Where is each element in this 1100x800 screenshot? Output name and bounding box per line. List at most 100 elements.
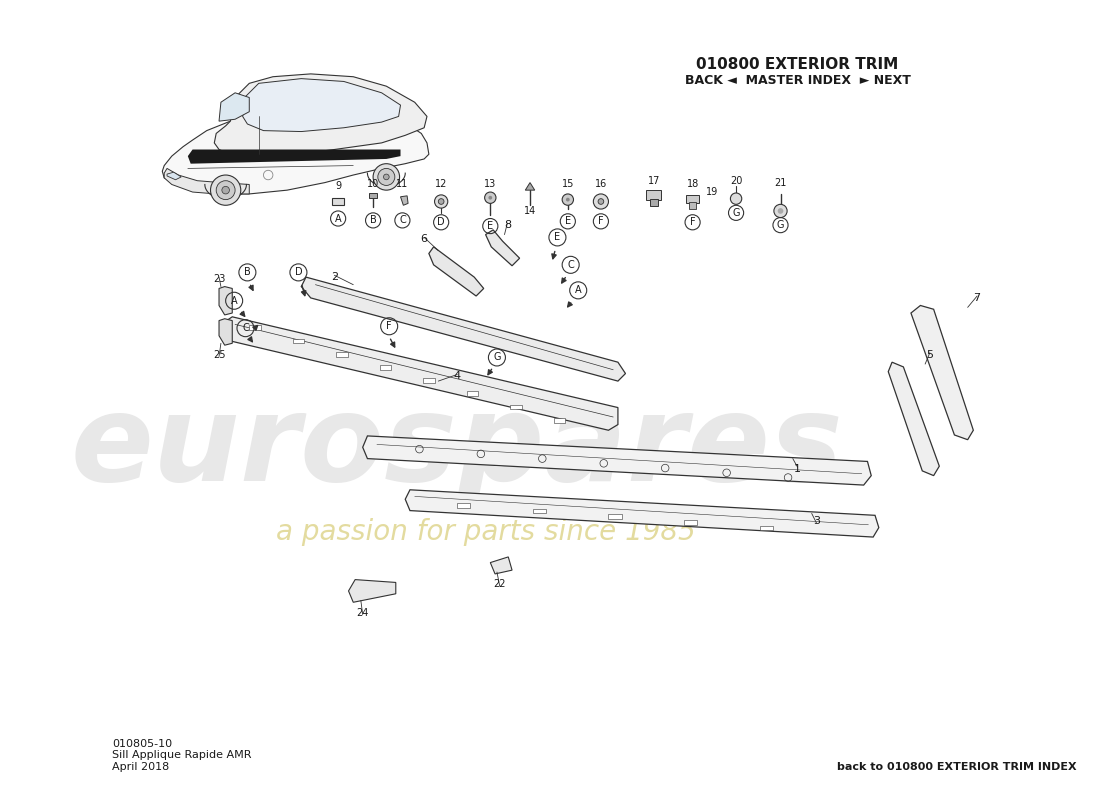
Circle shape	[488, 196, 492, 200]
Bar	[370, 193, 377, 198]
Circle shape	[438, 198, 444, 204]
Polygon shape	[219, 318, 232, 345]
Text: 24: 24	[356, 608, 369, 618]
Text: 17: 17	[648, 176, 660, 186]
Polygon shape	[163, 117, 429, 194]
Circle shape	[434, 195, 448, 208]
Polygon shape	[219, 286, 232, 315]
Text: 8: 8	[504, 220, 510, 230]
Text: 18: 18	[686, 179, 698, 190]
Polygon shape	[301, 277, 626, 381]
Polygon shape	[491, 557, 513, 574]
Circle shape	[373, 164, 399, 190]
Text: 4: 4	[453, 371, 461, 382]
Text: E: E	[554, 233, 561, 242]
Text: 22: 22	[494, 579, 506, 590]
Text: 7: 7	[974, 293, 981, 303]
Polygon shape	[405, 490, 879, 537]
Polygon shape	[188, 150, 400, 164]
Polygon shape	[400, 196, 408, 206]
Text: 3: 3	[813, 516, 820, 526]
Text: G: G	[493, 353, 500, 362]
Bar	[466, 391, 478, 396]
Circle shape	[217, 181, 235, 200]
Bar	[686, 195, 700, 203]
Polygon shape	[219, 93, 250, 121]
Bar	[689, 202, 696, 209]
Polygon shape	[243, 78, 400, 131]
Text: 20: 20	[730, 176, 743, 186]
Bar	[760, 526, 773, 530]
Text: A: A	[575, 286, 582, 295]
Text: 2: 2	[331, 272, 338, 282]
Circle shape	[774, 204, 788, 218]
Text: 010800 EXTERIOR TRIM: 010800 EXTERIOR TRIM	[696, 57, 899, 72]
Text: D: D	[295, 267, 302, 278]
Text: G: G	[733, 208, 740, 218]
Text: A: A	[334, 214, 341, 223]
Bar	[337, 352, 348, 357]
Text: 9: 9	[336, 182, 341, 191]
Bar	[332, 198, 344, 206]
Polygon shape	[349, 579, 396, 602]
Text: 12: 12	[434, 179, 448, 190]
Circle shape	[730, 193, 741, 204]
Text: April 2018: April 2018	[112, 762, 169, 772]
Polygon shape	[911, 306, 974, 440]
Bar	[532, 509, 546, 514]
Text: F: F	[386, 322, 392, 331]
Text: 19: 19	[706, 187, 718, 197]
Text: a passion for parts since 1985: a passion for parts since 1985	[276, 518, 695, 546]
Text: 10: 10	[367, 179, 380, 190]
Polygon shape	[214, 74, 427, 156]
Polygon shape	[485, 230, 519, 266]
Bar	[684, 520, 697, 525]
Circle shape	[778, 208, 783, 214]
Text: F: F	[690, 218, 695, 227]
Bar	[608, 514, 622, 519]
Circle shape	[562, 194, 573, 206]
Text: 23: 23	[212, 274, 226, 284]
Text: 010805-10: 010805-10	[112, 739, 173, 749]
Text: B: B	[244, 267, 251, 278]
Bar	[424, 378, 434, 383]
Circle shape	[210, 175, 241, 206]
Text: 13: 13	[484, 179, 496, 190]
Bar	[510, 405, 521, 410]
Text: C: C	[568, 260, 574, 270]
Text: 16: 16	[595, 179, 607, 190]
Bar	[379, 365, 392, 370]
Text: Sill Applique Rapide AMR: Sill Applique Rapide AMR	[112, 750, 252, 761]
Bar	[293, 338, 304, 343]
Polygon shape	[164, 169, 250, 194]
Text: E: E	[487, 221, 494, 231]
Text: eurospares: eurospares	[70, 389, 844, 506]
Polygon shape	[889, 362, 939, 476]
Polygon shape	[429, 247, 484, 296]
Text: 11: 11	[396, 179, 408, 190]
Text: back to 010800 EXTERIOR TRIM INDEX: back to 010800 EXTERIOR TRIM INDEX	[837, 762, 1077, 772]
Text: A: A	[231, 296, 238, 306]
Bar	[650, 198, 658, 206]
Bar	[647, 190, 661, 200]
Text: C: C	[399, 215, 406, 226]
Polygon shape	[167, 172, 182, 180]
Circle shape	[222, 186, 230, 194]
Text: E: E	[564, 216, 571, 226]
Bar	[458, 503, 471, 508]
Text: 21: 21	[774, 178, 786, 187]
Polygon shape	[221, 317, 618, 430]
Text: 14: 14	[524, 206, 536, 216]
Polygon shape	[526, 182, 535, 190]
Text: D: D	[438, 218, 446, 227]
Circle shape	[485, 192, 496, 203]
Circle shape	[384, 174, 389, 180]
Text: F: F	[598, 216, 604, 226]
Bar	[250, 326, 261, 330]
Text: 5: 5	[926, 350, 934, 360]
Text: G: G	[777, 220, 784, 230]
Text: B: B	[370, 215, 376, 226]
Bar	[553, 418, 565, 422]
Text: BACK ◄  MASTER INDEX  ► NEXT: BACK ◄ MASTER INDEX ► NEXT	[684, 74, 911, 87]
Text: 15: 15	[562, 179, 574, 190]
